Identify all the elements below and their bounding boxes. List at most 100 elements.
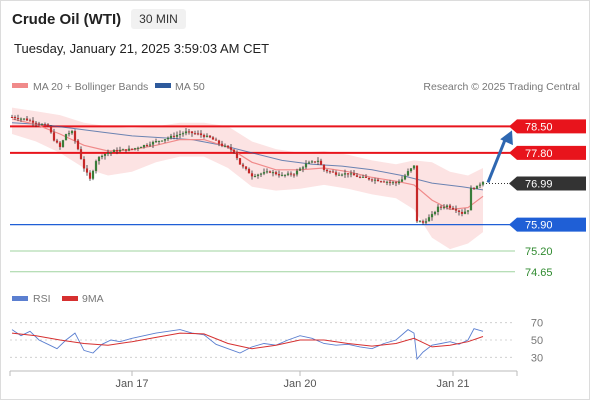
- candle-body: [448, 205, 452, 208]
- candle-body: [157, 140, 161, 142]
- candle-body: [427, 217, 431, 222]
- candle-body: [151, 141, 155, 145]
- rsi-legend: RSI 9MA: [12, 293, 104, 305]
- rsi-legend-label: RSI: [33, 293, 51, 305]
- candle-body: [391, 182, 395, 184]
- candle-body: [304, 163, 308, 168]
- x-axis-ticks: Jan 17 Jan 20 Jan 21: [9, 371, 518, 390]
- candle-body: [88, 172, 92, 179]
- candle-body: [154, 141, 158, 143]
- candle-body: [319, 160, 323, 165]
- candle-body: [379, 181, 383, 183]
- candle-body: [199, 133, 203, 136]
- candle-body: [178, 134, 182, 136]
- candle-body: [295, 170, 299, 175]
- candle-body: [28, 120, 32, 122]
- title-bar: Crude Oil (WTI) 30 MIN: [12, 8, 186, 30]
- candle-body: [112, 150, 116, 152]
- candle-body: [283, 174, 287, 176]
- candle-body: [268, 171, 272, 173]
- candle-body: [289, 173, 293, 175]
- candle-body: [16, 118, 20, 120]
- candle-body: [46, 124, 50, 127]
- ma20-legend-swatch: [12, 83, 28, 88]
- resistance-price-label: 78.50: [525, 121, 553, 133]
- interval-badge[interactable]: 30 MIN: [131, 9, 186, 29]
- candle-body: [37, 123, 41, 125]
- candle-body: [292, 174, 296, 176]
- timestamp: Tuesday, January 21, 2025 3:59:03 AM CET: [14, 41, 270, 56]
- candle-body: [247, 168, 251, 174]
- candle-body: [310, 161, 314, 163]
- bollinger-band-area: [12, 107, 483, 250]
- candle-body: [334, 172, 338, 175]
- candle-body: [109, 151, 113, 153]
- candle-body: [400, 179, 404, 182]
- candle-body: [265, 171, 269, 173]
- x-tick-label: Jan 21: [436, 378, 469, 390]
- candle-body: [409, 168, 413, 172]
- candle-body: [382, 181, 386, 183]
- candle-body: [418, 221, 422, 223]
- candle-body: [346, 173, 350, 175]
- candle-body: [133, 148, 137, 150]
- candle-body: [238, 158, 242, 165]
- candle-body: [82, 159, 86, 169]
- target-price-label: 74.65: [525, 267, 553, 279]
- research-credit: Research © 2025 Trading Central: [423, 81, 580, 93]
- candle-body: [463, 211, 467, 214]
- candle-body: [325, 169, 329, 172]
- candle-body: [172, 135, 176, 137]
- candle-body: [61, 140, 65, 147]
- ma20-line: [11, 118, 484, 211]
- x-tick-label: Jan 17: [115, 378, 148, 390]
- candle-body: [139, 147, 143, 149]
- candle-body: [193, 133, 197, 135]
- candle-body: [229, 147, 233, 150]
- candle-body: [175, 134, 179, 137]
- ma9-legend-label: 9MA: [82, 293, 104, 305]
- rsi-panel: 70 50 30: [10, 318, 543, 364]
- forecast-arrow-head: [500, 130, 513, 146]
- ma20-legend-label: MA 20 + Bollinger Bands: [33, 81, 148, 93]
- candle-body: [145, 145, 149, 147]
- candle-body: [214, 139, 218, 141]
- candle-body: [211, 137, 215, 140]
- candle-body: [460, 211, 464, 214]
- candle-body: [142, 145, 146, 148]
- candle-body: [403, 175, 407, 180]
- candle-body: [220, 143, 224, 146]
- resistance-price-tag: [509, 145, 586, 160]
- candle-body: [163, 139, 167, 141]
- candle-body: [472, 187, 476, 189]
- candle-body: [349, 173, 353, 175]
- candle-body: [280, 174, 284, 176]
- rsi-legend-swatch: [12, 296, 28, 301]
- forecast-arrow: [486, 130, 513, 183]
- candle-body: [160, 140, 164, 142]
- candle-body: [34, 122, 38, 124]
- candle-body: [22, 118, 26, 120]
- candle-body: [406, 171, 410, 176]
- ma9-legend-swatch: [62, 296, 78, 301]
- candle-body: [376, 179, 380, 182]
- candle-body: [52, 132, 56, 141]
- candle-body: [76, 140, 80, 150]
- candle-body: [451, 207, 455, 210]
- candle-body: [337, 174, 341, 176]
- candle-body: [31, 120, 35, 123]
- ma50-line: [11, 122, 484, 191]
- candle-body: [124, 149, 128, 151]
- candle-body: [370, 179, 374, 181]
- candle-body: [196, 133, 200, 135]
- candle-body: [442, 207, 446, 209]
- candle-body: [91, 170, 95, 179]
- candle-body: [373, 179, 377, 181]
- candle-body: [388, 181, 392, 183]
- candle-body: [340, 174, 344, 176]
- x-tick-label: Jan 20: [283, 378, 316, 390]
- candle-body: [277, 174, 281, 176]
- candle-body: [241, 164, 245, 167]
- candle-body: [415, 165, 419, 222]
